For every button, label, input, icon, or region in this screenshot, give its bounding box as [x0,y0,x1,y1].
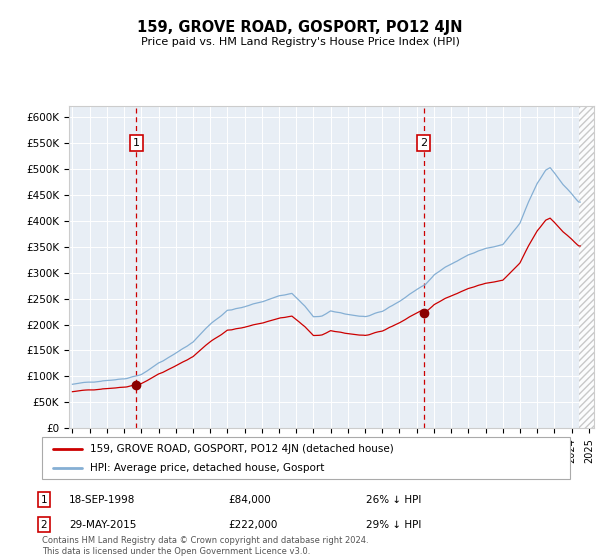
Text: Contains HM Land Registry data © Crown copyright and database right 2024.
This d: Contains HM Land Registry data © Crown c… [42,536,368,556]
Text: 18-SEP-1998: 18-SEP-1998 [69,494,136,505]
Text: Price paid vs. HM Land Registry's House Price Index (HPI): Price paid vs. HM Land Registry's House … [140,37,460,47]
Text: 2: 2 [420,138,427,148]
Text: HPI: Average price, detached house, Gosport: HPI: Average price, detached house, Gosp… [89,463,324,473]
Text: 26% ↓ HPI: 26% ↓ HPI [366,494,421,505]
Text: 1: 1 [133,138,140,148]
Text: 159, GROVE ROAD, GOSPORT, PO12 4JN (detached house): 159, GROVE ROAD, GOSPORT, PO12 4JN (deta… [89,444,393,454]
Text: 29-MAY-2015: 29-MAY-2015 [69,520,136,530]
Text: 1: 1 [40,494,47,505]
Text: 29% ↓ HPI: 29% ↓ HPI [366,520,421,530]
Text: 159, GROVE ROAD, GOSPORT, PO12 4JN: 159, GROVE ROAD, GOSPORT, PO12 4JN [137,20,463,35]
Text: £84,000: £84,000 [228,494,271,505]
Text: 2: 2 [40,520,47,530]
Text: £222,000: £222,000 [228,520,277,530]
FancyBboxPatch shape [42,437,570,479]
